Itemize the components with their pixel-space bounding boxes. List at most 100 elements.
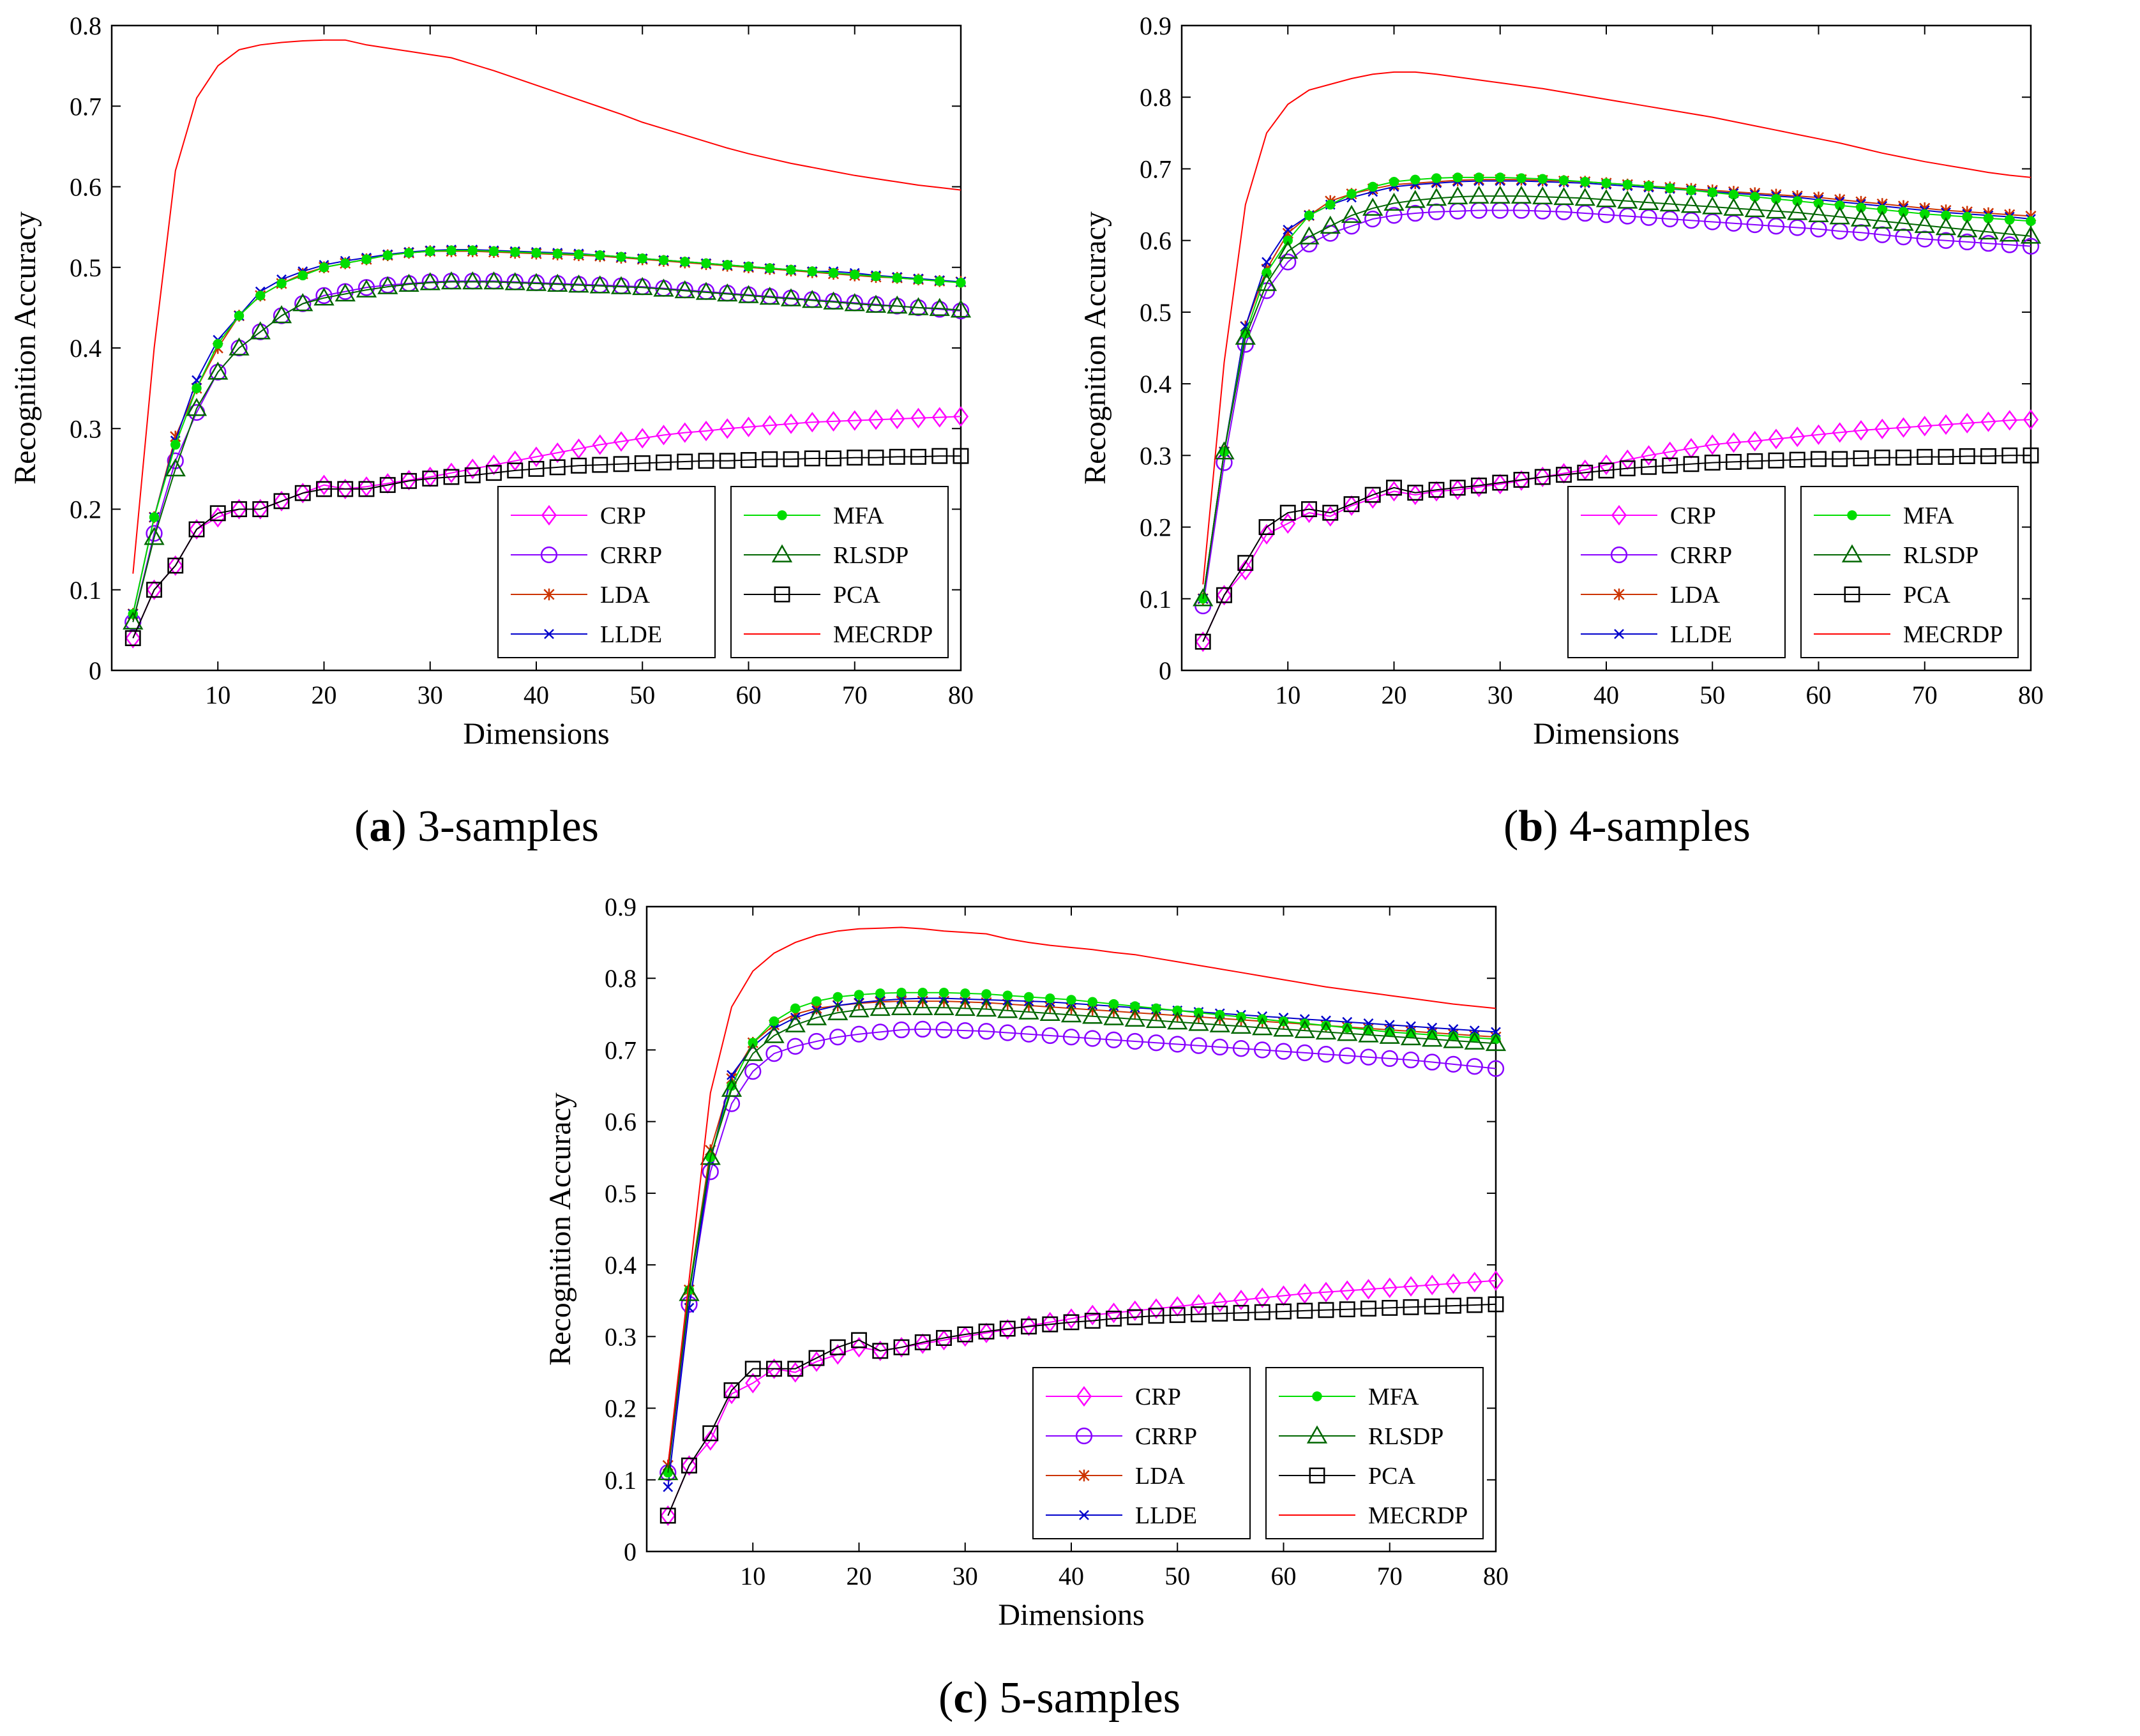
legend-item-llde: LLDE (1046, 1502, 1197, 1529)
data-point-rlsdp (1978, 221, 1999, 239)
data-point-pca (804, 450, 820, 467)
plot-area (1193, 71, 2042, 653)
data-point-rlsdp (1405, 190, 1426, 208)
data-point-pca (1258, 519, 1275, 536)
data-point-pca (677, 453, 693, 470)
data-point-rlsdp (865, 294, 887, 313)
data-point-crrp (1339, 1047, 1356, 1064)
x-tick-label: 20 (1382, 681, 1407, 709)
data-point-rlsdp (1294, 1020, 1315, 1038)
data-point-mfa (1002, 990, 1013, 1000)
data-point-mfa (1151, 1003, 1161, 1014)
data-point-crp (1747, 430, 1763, 451)
data-point-rlsdp (1659, 193, 1680, 212)
data-point-mfa (1385, 1027, 1395, 1038)
series-line-mecrdp (1202, 71, 2031, 585)
data-point-rlsdp (823, 291, 844, 310)
legend-label: CRP (1670, 502, 1716, 529)
data-point-pca (766, 1361, 782, 1377)
series-mecrdp (1202, 71, 2031, 585)
data-point-crrp (956, 1022, 974, 1039)
data-point-rlsdp (1723, 197, 1744, 216)
legend-marker (540, 546, 558, 564)
x-tick-label: 20 (312, 681, 337, 709)
data-point-pca (1492, 474, 1509, 491)
data-point-mfa (850, 269, 860, 280)
data-point-crrp (2022, 238, 2040, 255)
data-point-pca (337, 481, 354, 497)
data-point-crrp (1041, 1027, 1059, 1045)
data-point-crp (681, 1455, 697, 1476)
data-point-crp (125, 628, 141, 649)
x-tick-label: 60 (1806, 681, 1832, 709)
legend-item-crrp: CRRP (1046, 1423, 1197, 1450)
data-point-rlsdp (2020, 225, 2042, 244)
data-point-crp (295, 483, 311, 504)
data-point-pca (1279, 504, 1296, 521)
series-line-llde (667, 997, 1496, 1488)
data-point-crrp (999, 1024, 1016, 1041)
data-point-rlsdp (806, 1007, 827, 1025)
data-point-mfa (1898, 207, 1909, 217)
data-point-pca (1254, 1304, 1270, 1320)
data-point-pca (889, 448, 905, 465)
data-point-crp (1322, 506, 1338, 527)
legend-label: PCA (1368, 1463, 1415, 1490)
data-point-mfa (340, 258, 350, 269)
series-pca (659, 1296, 1504, 1524)
data-point-rlsdp (1532, 186, 1553, 204)
data-point-rlsdp (483, 271, 504, 290)
legend-label: LLDE (600, 621, 662, 648)
data-point-crrp (1211, 1038, 1228, 1056)
caption-a-text: 3-samples (406, 802, 599, 851)
data-point-pca (681, 1457, 697, 1474)
data-point-mfa (1431, 173, 1442, 183)
data-point-llde (663, 1482, 674, 1492)
data-point-pca (1445, 1297, 1461, 1314)
data-point-pca (1534, 469, 1551, 485)
data-point-rlsdp (1595, 189, 1617, 208)
data-point-crp (660, 1505, 676, 1526)
data-point-crp (825, 411, 841, 432)
data-point-mfa (1087, 997, 1097, 1007)
data-point-pca (698, 453, 714, 469)
data-point-rlsdp (1358, 1024, 1379, 1043)
data-point-rlsdp (292, 293, 313, 312)
data-point-crp (1832, 422, 1848, 443)
data-point-pca (634, 455, 651, 471)
series-pca (124, 448, 969, 646)
data-point-crp (273, 490, 290, 511)
data-point-mfa (319, 262, 329, 273)
y-tick-label: 0.9 (605, 893, 637, 921)
data-point-crrp (1402, 1052, 1420, 1069)
x-axis-label: Dimensions (1533, 717, 1679, 751)
data-point-mfa (680, 257, 690, 267)
data-point-mfa (1495, 172, 1505, 183)
legend-marker (1078, 1469, 1090, 1482)
data-point-pca (443, 469, 460, 485)
data-point-pca (1832, 451, 1848, 467)
data-point-rlsdp (742, 1043, 764, 1061)
data-point-rlsdp (1379, 1025, 1400, 1044)
data-point-crp (210, 507, 226, 528)
data-point-crp (1021, 1315, 1037, 1336)
data-point-pca (741, 452, 757, 468)
data-point-mfa (935, 276, 945, 286)
data-point-crp (1212, 1292, 1228, 1313)
data-point-rlsdp (1103, 1007, 1124, 1025)
data-point-pca (957, 1326, 974, 1343)
x-tick-label: 50 (1164, 1562, 1190, 1590)
series-line-pca (132, 455, 961, 638)
data-point-crp (808, 1351, 825, 1372)
data-point-crp (401, 469, 417, 491)
y-tick-label: 0.5 (70, 253, 102, 282)
data-point-crrp (914, 1020, 931, 1038)
y-tick-label: 0 (624, 1537, 637, 1566)
data-point-pca (1895, 449, 1911, 466)
y-axis-label: Recognition Accuracy (1078, 211, 1112, 485)
data-point-crrp (1317, 1046, 1335, 1063)
data-point-pca (528, 460, 545, 477)
series-line-crp (1202, 419, 2031, 642)
y-tick-label: 0.3 (70, 414, 102, 443)
data-point-pca (1466, 1297, 1483, 1313)
